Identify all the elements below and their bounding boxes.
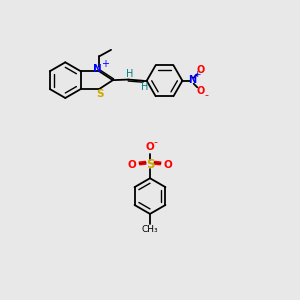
Text: CH₃: CH₃ [142,225,158,234]
Text: H: H [141,82,148,92]
Text: O: O [164,160,172,170]
Text: N: N [93,64,102,74]
Text: -: - [154,138,158,148]
Text: +: + [194,70,201,79]
Text: O: O [128,160,136,170]
Text: S: S [146,158,154,171]
Text: +: + [101,59,109,69]
Text: O: O [197,86,205,96]
Text: O: O [197,65,205,75]
Text: O: O [146,142,154,152]
Text: S: S [96,89,103,99]
Text: N: N [188,75,196,85]
Text: H: H [126,69,133,79]
Text: -: - [205,90,209,100]
